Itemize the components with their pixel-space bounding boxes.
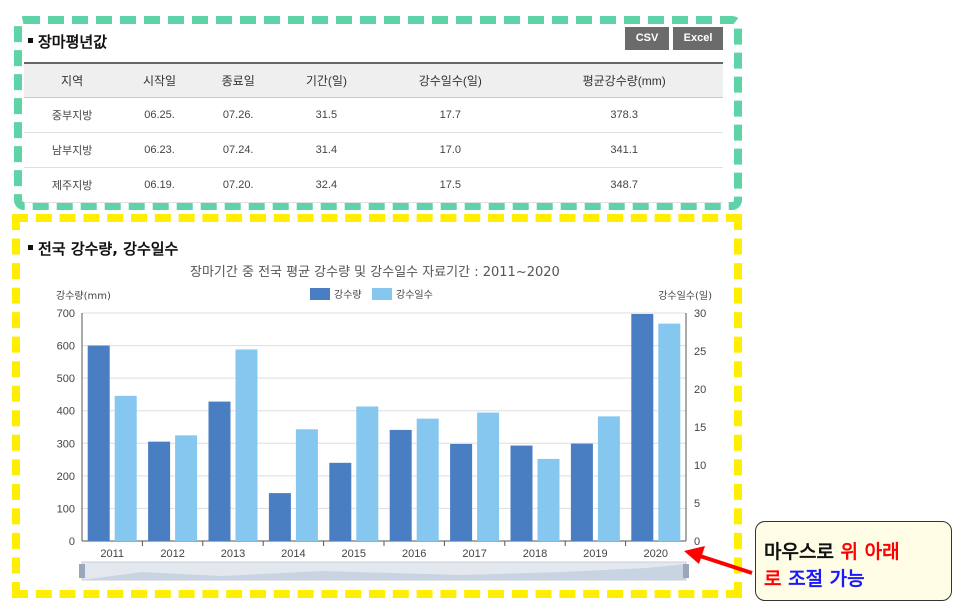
chart-title: 장마기간 중 전국 평균 강수량 및 강수일수 자료기간 : 2011~2020 — [190, 265, 560, 280]
bar-rainfall — [87, 345, 110, 541]
table-cell: 남부지방 — [24, 132, 121, 168]
bar-rain-days — [477, 412, 500, 541]
table-cell: 06.19. — [120, 167, 199, 203]
table-cell: 제주지방 — [24, 167, 121, 203]
table-row: 남부지방 06.23. 07.24. 31.4 17.0 341.1 — [24, 132, 723, 168]
zoom-slider-preview — [82, 564, 686, 580]
table-cell: 17.0 — [375, 132, 526, 168]
bar-rain-days — [295, 429, 318, 541]
highlight-frame-chart — [12, 214, 742, 598]
bar-rainfall — [450, 443, 473, 541]
table-cell: 중부지방 — [24, 97, 121, 133]
x-tick-label: 2012 — [160, 548, 184, 560]
y-right-tick-label: 20 — [694, 384, 706, 396]
bar-rainfall — [631, 313, 654, 541]
zoom-slider-handle-right[interactable] — [683, 564, 689, 578]
column-header: 시작일 — [120, 62, 199, 98]
x-tick-label: 2016 — [402, 548, 426, 560]
column-header: 지역 — [24, 62, 121, 98]
y-left-tick-label: 200 — [57, 471, 75, 483]
legend-label: 강수량 — [334, 289, 362, 301]
x-tick-label: 2017 — [462, 548, 486, 560]
bar-rain-days — [658, 323, 681, 541]
x-tick-label: 2011 — [100, 548, 124, 560]
x-tick-label: 2019 — [583, 548, 607, 560]
y-left-tick-label: 600 — [57, 341, 75, 353]
table-cell: 07.26. — [198, 97, 278, 133]
y-left-tick-label: 0 — [69, 536, 75, 548]
column-header: 강수일수(일) — [375, 62, 526, 98]
y-right-tick-label: 10 — [694, 460, 706, 472]
legend-label: 강수일수 — [396, 289, 433, 301]
bullet-square-icon — [28, 38, 33, 43]
y-right-tick-label: 15 — [694, 422, 706, 434]
summary-table: 지역 시작일 종료일 기간(일) 강수일수(일) 평균강수량(mm) 중부지방 … — [24, 62, 723, 203]
x-tick-label: 2013 — [221, 548, 245, 560]
table-cell: 378.3 — [525, 97, 723, 133]
bar-rain-days — [416, 418, 439, 541]
bar-rain-days — [597, 416, 620, 541]
bar-rainfall — [268, 493, 291, 541]
table-header-row: 지역 시작일 종료일 기간(일) 강수일수(일) 평균강수량(mm) — [24, 62, 723, 98]
csv-download-button[interactable]: CSV — [625, 27, 669, 50]
table-cell: 07.24. — [198, 132, 278, 168]
table-cell: 31.4 — [277, 132, 376, 168]
x-tick-label: 2014 — [281, 548, 305, 560]
table-cell: 348.7 — [525, 167, 723, 203]
x-tick-label: 2015 — [342, 548, 366, 560]
y-right-tick-label: 30 — [694, 308, 706, 320]
bar-rainfall — [208, 401, 231, 541]
bar-rainfall — [570, 443, 593, 541]
table-cell: 31.5 — [277, 97, 376, 133]
table-row: 중부지방 06.25. 07.26. 31.5 17.7 378.3 — [24, 97, 723, 133]
y-right-tick-label: 0 — [694, 536, 700, 548]
bar-rainfall — [389, 429, 412, 541]
mouse-hint-callout: 마우스로 위 아래 로 조절 가능 — [755, 521, 952, 601]
summary-section-title: 장마평년값 — [28, 31, 107, 52]
column-header: 종료일 — [198, 62, 278, 98]
table-cell: 32.4 — [277, 167, 376, 203]
y-left-tick-label: 300 — [57, 438, 75, 450]
legend-swatch — [372, 288, 392, 300]
excel-download-button[interactable]: Excel — [673, 27, 723, 50]
y-right-tick-label: 25 — [694, 346, 706, 358]
y-right-tick-label: 5 — [694, 498, 700, 510]
bullet-square-icon — [28, 245, 33, 250]
bar-rainfall — [510, 445, 533, 541]
table-row: 제주지방 06.19. 07.20. 32.4 17.5 348.7 — [24, 167, 723, 203]
table-cell: 06.23. — [120, 132, 199, 168]
y-left-axis-label: 강수량(mm) — [56, 290, 111, 302]
table-cell: 07.20. — [198, 167, 278, 203]
y-right-axis-label: 강수일수(일) — [658, 290, 712, 302]
bar-rain-days — [175, 435, 198, 541]
table-cell: 17.7 — [375, 97, 526, 133]
table-cell: 06.25. — [120, 97, 199, 133]
bar-rain-days — [356, 406, 379, 541]
table-cell: 341.1 — [525, 132, 723, 168]
bar-rain-days — [114, 395, 137, 541]
zoom-slider-handle-left[interactable] — [79, 564, 85, 578]
red-arrow-line — [699, 554, 753, 575]
y-left-tick-label: 100 — [57, 503, 75, 515]
y-left-tick-label: 500 — [57, 373, 75, 385]
table-cell: 17.5 — [375, 167, 526, 203]
bar-rainfall — [148, 441, 171, 541]
y-left-tick-label: 700 — [57, 308, 75, 320]
bar-rain-days — [235, 349, 258, 541]
legend-swatch — [310, 288, 330, 300]
bar-rainfall — [329, 462, 352, 541]
y-left-tick-label: 400 — [57, 406, 75, 418]
red-arrow-head-icon — [684, 546, 705, 564]
column-header: 평균강수량(mm) — [525, 62, 723, 98]
bar-rain-days — [537, 458, 560, 541]
chart-section-title: 전국 강수량, 강수일수 — [28, 238, 178, 259]
x-tick-label: 2020 — [644, 548, 668, 560]
column-header: 기간(일) — [277, 62, 376, 98]
x-tick-label: 2018 — [523, 548, 547, 560]
highlight-frame-summary — [14, 16, 742, 210]
